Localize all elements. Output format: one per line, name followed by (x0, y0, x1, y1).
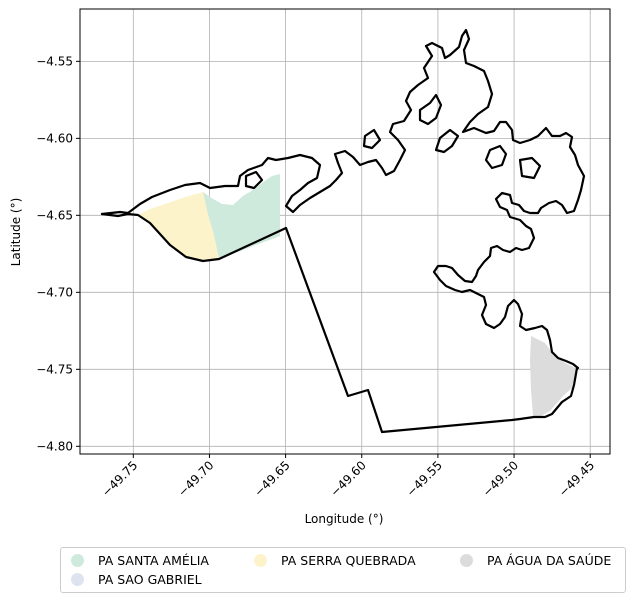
y-tick-label: −4.80 (36, 439, 73, 453)
legend-label: PA SANTA AMÉLIA (98, 553, 209, 568)
x-tick-label: −49.70 (175, 458, 216, 499)
northern-river-outline (100, 28, 586, 370)
legend: PA SANTA AMÉLIA PA SAO GABRIEL PA SERRA … (60, 547, 626, 593)
legend-label: PA SERRA QUEBRADA (281, 553, 416, 568)
legend-label: PA ÁGUA DA SAÚDE (487, 553, 612, 568)
y-tick-label: −4.60 (36, 131, 73, 145)
parcel-santa-amelia (203, 174, 280, 259)
legend-item-santa-amelia: PA SANTA AMÉLIA (71, 553, 209, 568)
y-axis-ticks: −4.55 −4.60 −4.65 −4.70 −4.75 −4.80 (36, 54, 80, 453)
x-tick-label: −49.60 (328, 458, 369, 499)
legend-item-sao-gabriel: PA SAO GABRIEL (71, 572, 202, 587)
x-tick-label: −49.45 (556, 458, 597, 499)
legend-item-agua-da-saude: PA ÁGUA DA SAÚDE (460, 553, 611, 568)
y-tick-label: −4.75 (36, 362, 73, 376)
parcel-agua-da-saude (530, 336, 576, 416)
legend-marker (460, 554, 473, 567)
x-axis-ticks: −49.75 −49.70 −49.65 −49.60 −49.55 −49.50 −49.… (99, 454, 597, 500)
y-tick-label: −4.65 (36, 208, 73, 222)
inner-river-detail-3 (362, 128, 382, 150)
inner-river-detail-2 (434, 128, 460, 154)
grid-lines (80, 9, 610, 454)
boundary-outline (100, 28, 586, 434)
legend-label: PA SAO GABRIEL (98, 572, 202, 587)
y-tick-label: −4.70 (36, 285, 73, 299)
parcel-serra-quebrada (138, 192, 219, 261)
x-axis-title: Longitude (°) (305, 512, 384, 526)
x-tick-label: −49.55 (404, 458, 445, 499)
inner-river-detail-4 (484, 144, 508, 170)
inner-river-detail-1 (418, 93, 443, 126)
southern-boundary-line (100, 212, 579, 434)
inner-river-detail-5 (518, 156, 542, 180)
parcels (138, 174, 576, 416)
legend-marker (71, 573, 84, 586)
x-tick-label: −49.50 (480, 458, 521, 499)
legend-marker (71, 554, 84, 567)
y-axis-title: Latitude (°) (9, 198, 23, 267)
legend-item-serra-quebrada: PA SERRA QUEBRADA (254, 553, 416, 568)
y-tick-label: −4.55 (36, 54, 73, 68)
x-tick-label: −49.65 (251, 458, 292, 499)
legend-marker (254, 554, 267, 567)
axes-frame (79, 8, 611, 455)
inner-river-detail-6 (244, 170, 264, 190)
x-tick-label: −49.75 (99, 458, 140, 499)
